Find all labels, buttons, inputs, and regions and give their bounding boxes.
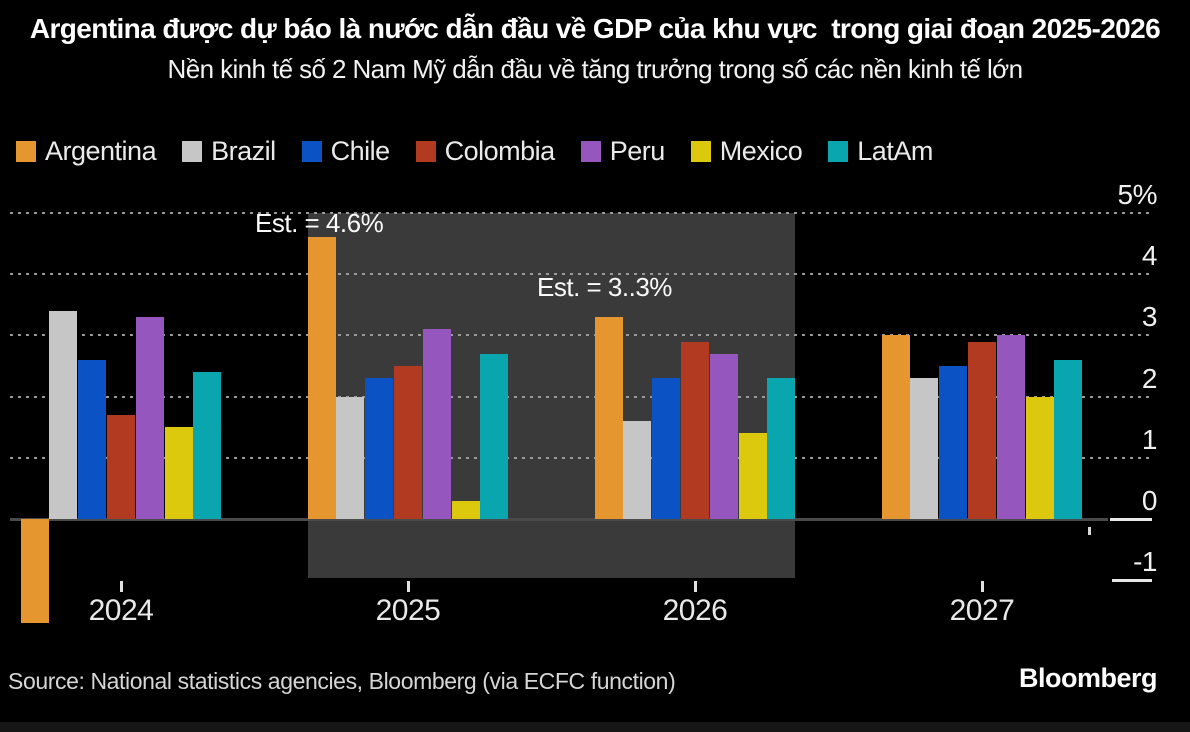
y-axis-label-3: 3 <box>1141 301 1158 333</box>
bar-brazil-2024 <box>49 310 78 519</box>
gridline-4 <box>10 273 1150 276</box>
bar-brazil-2027 <box>910 378 939 519</box>
bar-colombia-2027 <box>968 341 996 519</box>
bar-colombia-2025 <box>394 366 422 519</box>
legend-swatch-brazil <box>182 141 203 162</box>
bar-brazil-2026 <box>623 421 652 519</box>
bar-chile-2027 <box>939 366 968 519</box>
legend-label-peru: Peru <box>609 136 666 166</box>
legend-item-chile: Chile <box>301 136 391 167</box>
bottom-strip <box>0 722 1190 732</box>
bar-latam-2024 <box>193 372 222 519</box>
y-axis-label-5%: 5% <box>1117 179 1158 210</box>
bar-chile-2025 <box>365 378 394 519</box>
legend-swatch-peru <box>580 141 601 162</box>
axis-end-tick <box>1088 527 1091 535</box>
estimate-annotation-2: Est. = 3..3% <box>537 272 672 302</box>
legend-item-peru: Peru <box>580 136 666 167</box>
chart-subtitle: Nền kinh tế số 2 Nam Mỹ dẫn đầu về tăng … <box>167 54 1023 84</box>
bar-latam-2026 <box>767 378 796 519</box>
bar-latam-2025 <box>480 353 509 519</box>
legend-item-mexico: Mexico <box>690 136 803 167</box>
bar-brazil-2025 <box>336 396 365 519</box>
bar-argentina-2026 <box>594 317 623 519</box>
legend-label-latam: LatAm <box>857 136 933 166</box>
legend-swatch-latam <box>828 141 849 162</box>
legend-item-brazil: Brazil <box>182 136 276 167</box>
bloomberg-logo: Bloomberg <box>1018 663 1158 693</box>
source-text: Source: National statistics agencies, Bl… <box>8 668 676 694</box>
legend-label-colombia: Colombia <box>444 136 556 166</box>
y-axis-label-2: 2 <box>1141 362 1158 394</box>
x-axis-tick-2027 <box>981 581 984 592</box>
y-axis-label-4: 4 <box>1141 240 1158 272</box>
legend-item-colombia: Colombia <box>415 136 556 167</box>
bar-peru-2027 <box>996 335 1025 519</box>
minus1-right-dash <box>1112 579 1152 583</box>
bar-argentina-2025 <box>307 237 336 519</box>
bar-mexico-2024 <box>164 427 193 519</box>
bar-colombia-2026 <box>681 341 709 519</box>
bar-mexico-2026 <box>738 433 767 519</box>
gridline-3 <box>10 334 1150 337</box>
bar-argentina-2024 <box>20 519 49 624</box>
legend-swatch-argentina <box>16 141 36 162</box>
y-axis-label-1: 1 <box>1141 423 1158 455</box>
x-axis-label-2025: 2025 <box>375 594 441 627</box>
gridline-1 <box>10 456 1150 459</box>
zero-axis-right-dash <box>1110 518 1152 521</box>
x-axis-label-2026: 2026 <box>662 594 728 627</box>
y-axis-label-0: 0 <box>1141 485 1158 516</box>
legend-swatch-mexico <box>690 141 711 162</box>
legend-item-latam: LatAm <box>828 136 933 167</box>
legend-label-argentina: Argentina <box>45 136 157 166</box>
x-axis-label-2027: 2027 <box>949 594 1015 627</box>
bar-argentina-2027 <box>881 335 910 519</box>
legend-label-brazil: Brazil <box>211 136 276 166</box>
legend-swatch-colombia <box>415 141 436 162</box>
estimate-annotation-1: Est. = 4.6% <box>255 208 384 238</box>
bar-chile-2024 <box>78 359 107 519</box>
bar-chile-2026 <box>652 378 681 519</box>
y-axis-label--1: -1 <box>1133 546 1157 578</box>
legend-item-argentina: Argentina <box>16 136 157 167</box>
zero-axis-line <box>10 518 1108 521</box>
bar-peru-2024 <box>135 317 164 519</box>
bar-latam-2027 <box>1054 359 1083 519</box>
bar-peru-2025 <box>422 329 451 519</box>
legend: Argentina Brazil Chile Colombia Peru Mexico La… <box>16 136 933 167</box>
bar-peru-2026 <box>709 353 738 519</box>
legend-swatch-chile <box>301 141 322 162</box>
gridline-2 <box>10 395 1150 398</box>
chart-title: Argentina được dự báo là nước dẫn đầu về… <box>29 13 1161 44</box>
legend-label-mexico: Mexico <box>719 136 803 166</box>
x-axis-tick-2025 <box>407 581 410 592</box>
x-axis-label-2024: 2024 <box>88 594 154 627</box>
bar-colombia-2024 <box>107 414 135 519</box>
bar-mexico-2025 <box>451 500 480 519</box>
legend-label-chile: Chile <box>330 136 391 166</box>
x-axis-tick-2024 <box>120 581 123 592</box>
bar-mexico-2027 <box>1025 396 1054 519</box>
x-axis-tick-2026 <box>694 581 697 592</box>
gridline-5% <box>10 212 1150 214</box>
